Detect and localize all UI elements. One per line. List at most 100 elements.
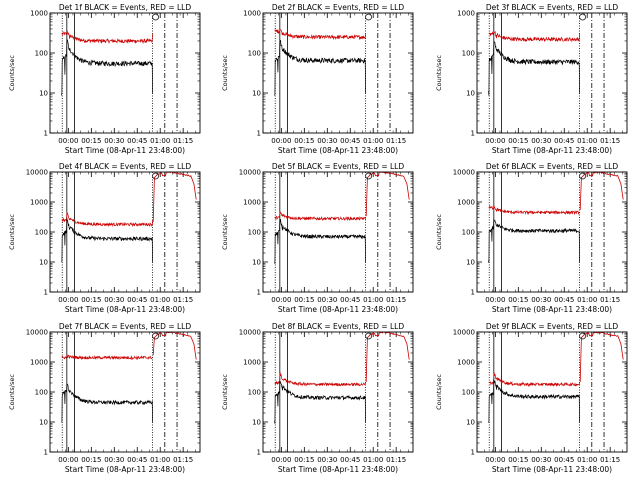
y-tick-label: 1000 [243,10,261,18]
y-tick-label: 1 [257,289,261,297]
plot-frame [476,171,628,293]
x-tick-label: 00:00 [485,456,505,464]
x-tick-label: 00:30 [104,296,124,304]
plot-frame [49,331,201,453]
x-tick-label: 00:45 [554,296,574,304]
x-tick-label: 01:15 [173,296,193,304]
x-tick-label: 00:00 [58,456,78,464]
y-tick-label: 1 [44,130,48,138]
chart-title: Det 5f BLACK = Events, RED = LLD [272,162,405,171]
series-lld-line [61,29,153,44]
chart-panel-2: Det 2f BLACK = Events, RED = LLD Counts/s… [221,3,414,155]
x-tick-label: 01:00 [150,137,170,145]
x-tick-label: 01:15 [173,137,193,145]
y-tick-label: 10000 [239,169,261,177]
y-axis-label: Counts/sec [221,374,229,410]
x-axis-label: Start Time (08-Apr-11 23:48:00) [492,305,612,314]
x-tick-label: 00:30 [317,296,337,304]
y-axis-label: Counts/sec [435,374,443,410]
y-tick-label: 1 [471,130,475,138]
series-events-line [274,218,366,264]
x-axis-label: Start Time (08-Apr-11 23:48:00) [278,465,398,474]
x-axis-label: Start Time (08-Apr-11 23:48:00) [278,305,398,314]
series-events-line [488,218,580,264]
series-lld-line [61,212,153,228]
x-tick-label: 01:00 [150,456,170,464]
chart-title: Det 8f BLACK = Events, RED = LLD [272,322,405,331]
y-tick-label: 10 [252,90,261,98]
chart-panel-6: Det 6f BLACK = Events, RED = LLD Counts/s… [435,162,628,314]
chart-panel-5: Det 5f BLACK = Events, RED = LLD Counts/s… [221,162,414,314]
x-tick-label: 01:15 [173,456,193,464]
chart-title: Det 2f BLACK = Events, RED = LLD [272,3,405,12]
y-tick-label: 1000 [457,359,475,367]
x-tick-label: 00:45 [127,456,147,464]
x-tick-label: 00:15 [81,296,101,304]
plot-frame [49,12,201,134]
x-tick-label: 01:15 [600,137,620,145]
x-tick-label: 00:30 [104,456,124,464]
x-tick-label: 00:45 [127,137,147,145]
x-tick-label: 00:15 [81,456,101,464]
plot-frame [262,171,414,293]
state-marker-circle [152,13,159,21]
y-axis-label: Counts/sec [8,374,16,410]
series-lld-high-segment [579,331,624,383]
y-tick-label: 100 [462,229,475,237]
series-lld-high-segment [365,331,410,383]
x-axis-label: Start Time (08-Apr-11 23:48:00) [65,305,185,314]
chart-panel-7: Det 7f BLACK = Events, RED = LLD Counts/s… [8,322,201,474]
y-tick-label: 10 [39,90,48,98]
y-tick-label: 1000 [457,10,475,18]
x-tick-label: 00:15 [81,137,101,145]
plot-frame [262,12,414,134]
state-marker-circle [365,172,372,180]
chart-panel-1: Det 1f BLACK = Events, RED = LLD Counts/s… [8,3,201,155]
series-lld-high-segment [152,171,197,223]
x-tick-label: 00:45 [554,137,574,145]
x-tick-label: 01:15 [386,296,406,304]
series-events-line [61,218,153,263]
series-events-line [488,41,580,96]
x-tick-label: 00:30 [317,137,337,145]
y-tick-label: 10 [39,419,48,427]
x-tick-label: 01:00 [363,296,383,304]
x-tick-label: 01:00 [577,296,597,304]
x-tick-label: 00:15 [294,296,314,304]
y-tick-label: 10000 [239,329,261,337]
x-tick-label: 00:30 [531,456,551,464]
series-lld-high-segment [152,331,197,360]
series-lld-line [274,211,366,222]
series-lld-line [61,354,153,361]
chart-title: Det 3f BLACK = Events, RED = LLD [486,3,619,12]
y-tick-label: 100 [35,389,48,397]
y-axis-label: Counts/sec [221,55,229,91]
y-tick-label: 1000 [30,10,48,18]
x-tick-label: 00:30 [104,137,124,145]
x-tick-label: 00:45 [340,456,360,464]
y-tick-label: 10 [466,90,475,98]
series-lld-line [488,205,580,216]
series-lld-line [488,372,580,388]
y-tick-label: 1 [471,289,475,297]
state-marker-circle [365,332,372,340]
state-marker-circle [579,13,586,21]
x-tick-label: 00:15 [294,137,314,145]
x-tick-label: 00:15 [294,456,314,464]
y-tick-label: 1 [257,449,261,457]
y-axis-label: Counts/sec [8,214,16,250]
y-tick-label: 1000 [30,199,48,207]
x-tick-label: 00:00 [271,137,291,145]
x-axis-label: Start Time (08-Apr-11 23:48:00) [278,146,398,155]
series-lld-line [488,30,580,43]
y-tick-label: 10 [252,259,261,267]
y-tick-label: 100 [462,389,475,397]
series-lld-line [274,371,366,387]
series-events-line [274,380,366,424]
x-tick-label: 00:15 [508,456,528,464]
y-tick-label: 1000 [457,199,475,207]
chart-title: Det 4f BLACK = Events, RED = LLD [59,162,192,171]
x-tick-label: 00:45 [340,137,360,145]
x-tick-label: 00:00 [58,296,78,304]
